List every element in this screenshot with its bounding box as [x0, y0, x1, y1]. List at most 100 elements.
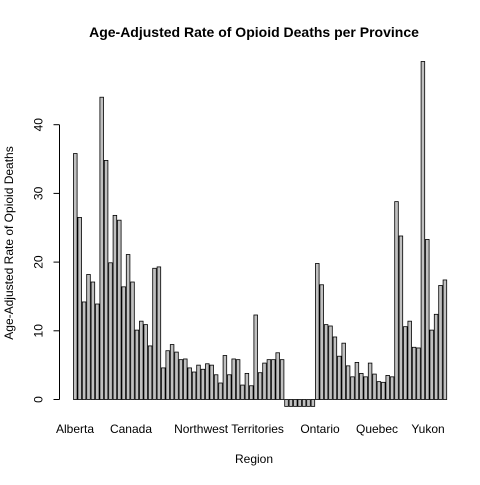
bar — [426, 239, 430, 399]
bar — [140, 321, 144, 399]
bar — [289, 400, 293, 407]
bar — [223, 356, 227, 400]
x-tick-label: Alberta — [56, 422, 94, 436]
y-tick-label: 10 — [32, 324, 46, 338]
x-tick-labels: Alberta Canada Northwest Territories Ontari… — [56, 422, 445, 436]
bar — [104, 160, 108, 399]
y-axis: 0 10 20 30 40 — [32, 118, 60, 403]
bar — [122, 287, 126, 400]
y-tick-label: 0 — [32, 396, 46, 403]
bar — [408, 321, 412, 399]
bar — [96, 304, 100, 399]
bar — [294, 400, 298, 407]
bar — [280, 360, 284, 400]
bar — [421, 62, 425, 400]
bar — [311, 400, 315, 407]
bar — [175, 352, 179, 399]
bar — [166, 351, 170, 400]
bar — [214, 375, 218, 400]
bar — [324, 325, 328, 400]
bar — [241, 385, 245, 399]
bar — [148, 346, 152, 400]
bar — [219, 383, 223, 399]
bar — [395, 202, 399, 400]
bar — [201, 369, 205, 399]
bar — [386, 375, 390, 399]
bar — [135, 330, 139, 399]
bar — [144, 325, 148, 400]
bar — [245, 373, 249, 399]
y-tick-label: 40 — [32, 118, 46, 132]
bar — [74, 154, 78, 400]
bar — [373, 374, 377, 399]
bar — [329, 326, 333, 400]
bar — [382, 382, 386, 399]
bar — [355, 362, 359, 399]
x-tick-label: Quebec — [356, 422, 398, 436]
bar — [285, 400, 289, 407]
bar — [404, 327, 408, 400]
bar — [360, 373, 364, 399]
bar — [228, 375, 232, 400]
bar — [258, 373, 262, 400]
bar — [126, 255, 130, 400]
bar — [192, 372, 196, 399]
bar — [113, 215, 117, 399]
bar — [87, 274, 91, 399]
bar — [351, 377, 355, 400]
bar — [417, 348, 421, 400]
bar — [232, 359, 236, 400]
bar — [276, 353, 280, 400]
bar — [197, 365, 201, 399]
bar — [236, 360, 240, 400]
bar — [188, 368, 192, 400]
chart-title: Age-Adjusted Rate of Opioid Deaths per P… — [89, 24, 419, 40]
bar — [254, 315, 258, 400]
bar — [267, 360, 271, 400]
bar — [368, 363, 372, 399]
bar — [439, 285, 443, 399]
bar — [162, 368, 166, 400]
bar — [131, 282, 135, 399]
y-tick-label: 20 — [32, 255, 46, 269]
bar — [346, 366, 350, 400]
bar — [316, 263, 320, 399]
bar — [250, 386, 254, 400]
x-tick-label: Ontario — [300, 422, 340, 436]
bar — [210, 365, 214, 399]
bar — [434, 314, 438, 399]
bar — [377, 382, 381, 400]
bar — [78, 217, 82, 399]
y-axis-label: Age-Adjusted Rate of Opioid Deaths — [2, 146, 16, 339]
bar — [170, 345, 174, 400]
x-tick-label: Yukon — [411, 422, 444, 436]
bar — [109, 263, 113, 400]
bar — [342, 343, 346, 399]
bar — [302, 400, 306, 407]
bar — [443, 280, 447, 400]
bar — [390, 377, 394, 400]
bar — [298, 400, 302, 407]
bar — [100, 97, 104, 399]
bar — [338, 356, 342, 399]
bar — [430, 330, 434, 399]
x-tick-label: Northwest Territories — [174, 422, 284, 436]
x-axis-label: Region — [235, 452, 273, 466]
bar — [307, 400, 311, 407]
bar — [118, 220, 122, 399]
bar — [82, 302, 86, 400]
bar — [91, 282, 95, 399]
bar — [364, 377, 368, 400]
bar — [412, 347, 416, 399]
bar — [320, 285, 324, 400]
bar — [399, 236, 403, 400]
y-tick-label: 30 — [32, 186, 46, 200]
bar — [206, 364, 210, 400]
bar — [157, 267, 161, 400]
bar — [263, 363, 267, 399]
bar — [272, 360, 276, 400]
bar — [333, 337, 337, 400]
bar — [179, 360, 183, 400]
